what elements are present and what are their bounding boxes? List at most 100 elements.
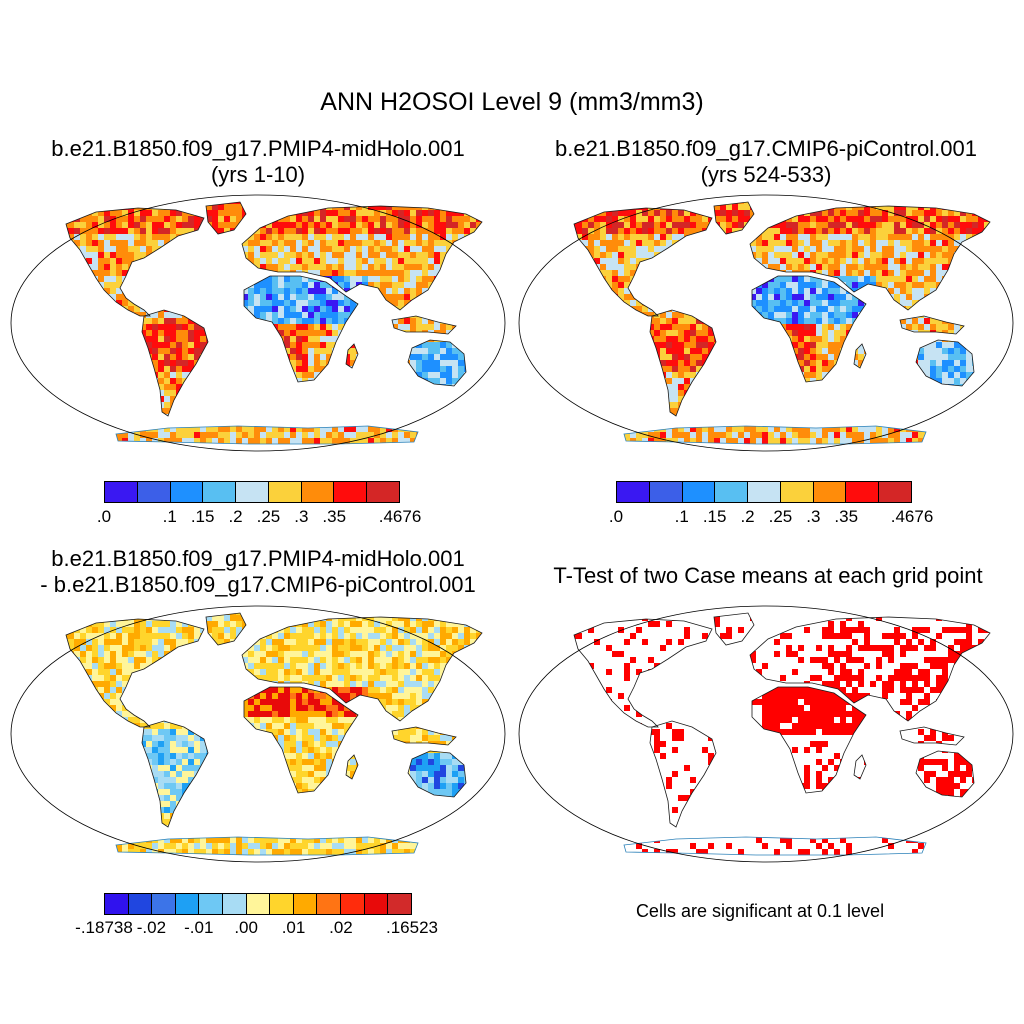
coastline-greenland <box>713 201 755 235</box>
colorbar-tick-label: .00 <box>234 918 258 937</box>
colorbar-swatch <box>105 894 129 914</box>
colorbar-swatch <box>170 482 204 502</box>
coastline-indonesia <box>391 726 457 746</box>
colorbar-tick-label: .4676 <box>378 507 422 526</box>
panel-3-case-b: - b.e21.B1850.f09_g17.CMIP6-piControl.00… <box>40 572 476 597</box>
panel-3-case-a: b.e21.B1850.f09_g17.PMIP4-midHolo.001 <box>51 546 465 571</box>
panel-2-years: (yrs 524-533) <box>700 162 832 187</box>
coastline-madagascar <box>853 343 867 369</box>
panel-1-title: b.e21.B1850.f09_g17.PMIP4-midHolo.001 (y… <box>8 136 508 188</box>
panel-2-case: b.e21.B1850.f09_g17.CMIP6-piControl.001 <box>555 136 977 161</box>
colorbar-swatch <box>341 894 365 914</box>
colorbar-picontrol-labels: .0 .1 .15 .2 .25 .3 .35 .4676 <box>609 507 933 529</box>
coastline-africa <box>243 686 359 794</box>
coastline-south-america <box>141 309 209 417</box>
colorbar-swatch <box>199 894 224 914</box>
map-border <box>10 605 506 863</box>
colorbar-tick-label: .15 <box>702 507 727 526</box>
colorbar-swatch <box>175 894 200 914</box>
colorbar-tick-label: .1 <box>674 507 689 526</box>
coastline-north-america <box>65 618 205 728</box>
coastline-australia <box>915 750 975 798</box>
coastline-eurasia <box>241 616 483 722</box>
map-border <box>518 194 1014 452</box>
colorbar-tick-label: .25 <box>256 507 281 526</box>
coastline-australia <box>407 750 467 798</box>
coastline-north-america <box>573 618 713 728</box>
colorbar-swatch <box>813 482 847 502</box>
colorbar-swatch <box>246 894 271 914</box>
map-border <box>10 194 506 452</box>
coastline-australia <box>915 339 975 387</box>
colorbar-tick-label: .4676 <box>890 507 934 526</box>
colorbar-swatch <box>203 482 237 502</box>
colorbar-tick-label: .1 <box>162 507 177 526</box>
coastline-africa <box>751 275 867 383</box>
colorbar-swatch <box>270 894 294 914</box>
coastline-eurasia <box>749 205 991 311</box>
panel-2-title: b.e21.B1850.f09_g17.CMIP6-piControl.001 … <box>516 136 1016 188</box>
coastline-north-america <box>573 207 713 317</box>
map-ttest <box>518 605 1014 863</box>
panel-3-title: b.e21.B1850.f09_g17.PMIP4-midHolo.001 - … <box>4 546 512 598</box>
colorbar-tick-label: .16523 <box>386 918 438 937</box>
colorbar-swatch <box>879 482 912 502</box>
colorbar-tick-label: .3 <box>806 507 821 526</box>
map-picontrol <box>518 194 1014 452</box>
coastline-eurasia <box>749 616 991 722</box>
colorbar-swatch <box>293 894 318 914</box>
colorbar-swatch <box>105 482 138 502</box>
panel-4-ttest-title: T-Test of two Case means at each grid po… <box>553 563 983 588</box>
colorbar-tick-label: .2 <box>740 507 755 526</box>
panel-4-title: T-Test of two Case means at each grid po… <box>512 563 1024 589</box>
colorbar-swatch <box>317 894 342 914</box>
colorbar-difference-labels: -.18738 -.02 -.01 .00 .01 .02 .16523 <box>75 918 438 940</box>
coastline-madagascar <box>345 754 359 780</box>
colorbar-difference <box>104 893 412 915</box>
colorbar-tick-label: .35 <box>322 507 347 526</box>
coastline-greenland <box>205 612 247 646</box>
colorbar-tick-label: .0 <box>608 507 624 526</box>
coastline-africa <box>243 275 359 383</box>
coastline-indonesia <box>899 726 965 746</box>
colorbar-midholo-labels: .0 .1 .15 .2 .25 .3 .35 .4676 <box>97 507 421 529</box>
colorbar-swatch <box>152 894 176 914</box>
coastline-africa <box>751 686 867 794</box>
colorbar-swatch <box>748 482 781 502</box>
coastline-madagascar <box>853 754 867 780</box>
colorbar-swatch <box>682 482 716 502</box>
coastline-indonesia <box>391 315 457 335</box>
coastline-indonesia <box>899 315 965 335</box>
colorbar-tick-label: -.01 <box>184 918 214 937</box>
colorbar-swatch <box>364 894 389 914</box>
colorbar-midholo <box>104 481 400 503</box>
land-field <box>574 202 990 444</box>
coastline-north-america <box>65 207 205 317</box>
colorbar-swatch <box>617 482 650 502</box>
coastline-eurasia <box>241 205 483 311</box>
colorbar-swatch <box>388 894 411 914</box>
colorbar-swatch <box>223 894 247 914</box>
figure-title: ANN H2OSOI Level 9 (mm3/mm3) <box>320 88 704 116</box>
colorbar-swatch <box>334 482 368 502</box>
land-field <box>66 202 482 444</box>
coastline-antarctica <box>115 425 419 445</box>
colorbar-tick-label: .15 <box>190 507 215 526</box>
map-midholo <box>10 194 506 452</box>
colorbar-tick-label: .25 <box>768 507 793 526</box>
coastline-madagascar <box>345 343 359 369</box>
colorbar-tick-label: .02 <box>329 918 353 937</box>
colorbar-swatch <box>128 894 153 914</box>
colorbar-swatch <box>780 482 814 502</box>
land-field <box>574 613 990 855</box>
colorbar-swatch <box>236 482 269 502</box>
map-difference <box>10 605 506 863</box>
coastline-greenland <box>713 612 755 646</box>
colorbar-tick-label: .0 <box>96 507 112 526</box>
map-border <box>518 605 1014 863</box>
colorbar-tick-label: .35 <box>834 507 859 526</box>
colorbar-picontrol <box>616 481 912 503</box>
coastline-greenland <box>205 201 247 235</box>
colorbar-tick-label: .01 <box>281 918 306 937</box>
coastline-antarctica <box>115 836 419 856</box>
